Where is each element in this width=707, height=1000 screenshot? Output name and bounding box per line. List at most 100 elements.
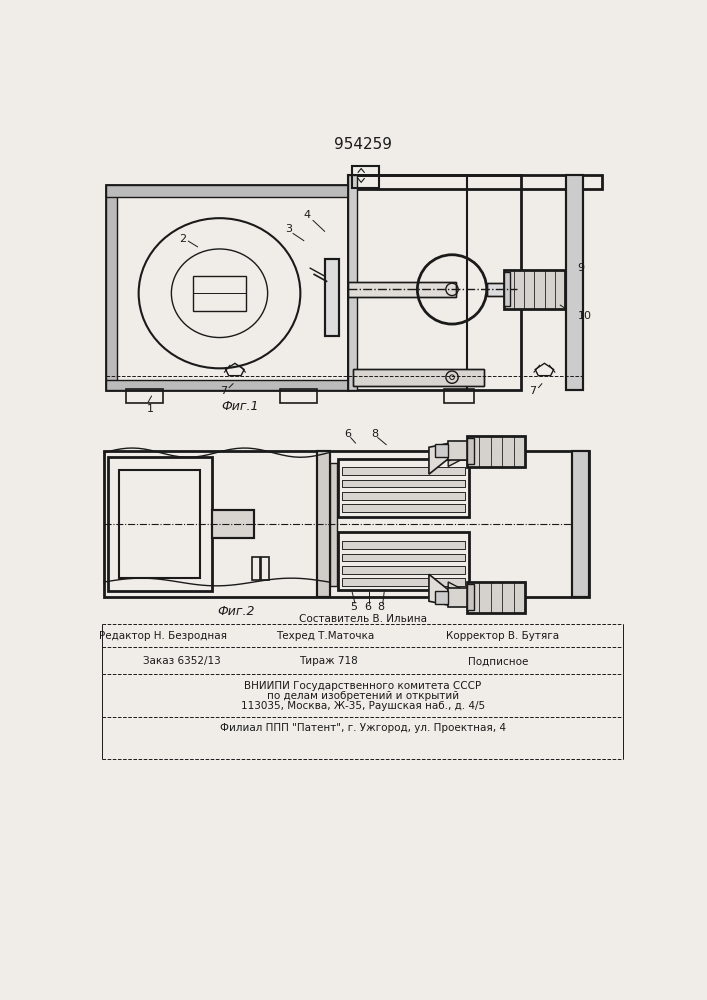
Polygon shape: [429, 574, 448, 605]
Bar: [342, 578, 465, 586]
Text: по делам изобретений и открытий: по делам изобретений и открытий: [267, 691, 459, 701]
Text: 113035, Москва, Ж-35, Раушская наб., д. 4/5: 113035, Москва, Ж-35, Раушская наб., д. …: [240, 701, 485, 711]
Bar: [354, 369, 484, 386]
Bar: [555, 270, 565, 309]
Bar: [279, 389, 317, 403]
Text: 6: 6: [364, 602, 371, 612]
Text: Заказ 6352/13: Заказ 6352/13: [143, 656, 221, 666]
Text: Тираж 718: Тираж 718: [300, 656, 358, 666]
Bar: [448, 588, 467, 607]
Bar: [479, 582, 491, 613]
Bar: [566, 175, 583, 389]
Bar: [467, 582, 525, 613]
Text: Составитель В. Ильина: Составитель В. Ильина: [299, 614, 427, 624]
Bar: [338, 459, 469, 517]
Polygon shape: [448, 582, 467, 597]
Bar: [486, 283, 503, 296]
Bar: [544, 270, 555, 309]
Bar: [317, 451, 329, 597]
Bar: [342, 492, 465, 500]
Text: Подписное: Подписное: [468, 656, 528, 666]
Bar: [105, 185, 348, 389]
Bar: [524, 270, 534, 309]
Text: Фиг.1: Фиг.1: [221, 400, 259, 413]
Bar: [105, 185, 348, 197]
Bar: [317, 451, 329, 597]
Bar: [342, 504, 465, 512]
Bar: [342, 566, 465, 574]
Bar: [514, 582, 525, 613]
Bar: [261, 557, 269, 580]
Bar: [502, 582, 514, 613]
Bar: [342, 492, 465, 500]
Bar: [467, 436, 525, 466]
Text: 954259: 954259: [334, 137, 392, 152]
Text: 7: 7: [530, 386, 537, 396]
Bar: [479, 436, 491, 466]
Text: Фиг.2: Фиг.2: [218, 605, 255, 618]
Bar: [467, 436, 479, 466]
Bar: [348, 175, 521, 389]
Text: 3: 3: [286, 224, 292, 234]
Polygon shape: [429, 443, 448, 474]
Bar: [348, 282, 456, 297]
Bar: [352, 166, 379, 188]
Bar: [348, 282, 456, 297]
Bar: [342, 467, 465, 475]
Bar: [338, 532, 469, 590]
Bar: [108, 457, 212, 591]
Bar: [105, 380, 348, 389]
Bar: [348, 175, 602, 189]
Bar: [342, 480, 465, 487]
Bar: [325, 259, 339, 336]
Text: 1: 1: [147, 404, 153, 414]
Bar: [252, 557, 259, 580]
Bar: [192, 276, 247, 311]
Bar: [467, 582, 479, 613]
Text: 7: 7: [221, 386, 228, 396]
Bar: [444, 389, 474, 403]
Bar: [491, 582, 502, 613]
Bar: [435, 591, 448, 604]
Text: 2: 2: [179, 234, 186, 244]
Text: Корректор В. Бутяга: Корректор В. Бутяга: [445, 631, 559, 641]
Bar: [119, 470, 200, 578]
Bar: [503, 270, 565, 309]
Bar: [342, 554, 465, 561]
Bar: [514, 270, 524, 309]
Bar: [342, 566, 465, 574]
Bar: [491, 436, 502, 466]
Bar: [105, 185, 117, 389]
Text: 9: 9: [578, 263, 585, 273]
Bar: [342, 541, 465, 549]
Bar: [514, 436, 525, 466]
Polygon shape: [448, 451, 467, 466]
Bar: [325, 259, 339, 336]
Bar: [348, 175, 357, 389]
Bar: [342, 480, 465, 487]
Bar: [534, 270, 544, 309]
Bar: [342, 578, 465, 586]
Bar: [448, 441, 467, 460]
Bar: [212, 510, 254, 538]
Bar: [503, 270, 514, 309]
Bar: [127, 389, 163, 403]
Bar: [467, 584, 474, 610]
Bar: [572, 451, 589, 597]
Text: 10: 10: [578, 311, 592, 321]
Bar: [348, 175, 354, 189]
Text: ВНИИПИ Государственного комитета СССР: ВНИИПИ Государственного комитета СССР: [244, 681, 481, 691]
Bar: [502, 436, 514, 466]
Bar: [435, 444, 448, 457]
Text: 5: 5: [350, 602, 357, 612]
Bar: [330, 463, 337, 586]
Bar: [104, 451, 589, 597]
Text: 8: 8: [371, 429, 379, 439]
Text: Филиал ППП "Патент", г. Ужгород, ул. Проектная, 4: Филиал ППП "Патент", г. Ужгород, ул. Про…: [220, 723, 506, 733]
Text: 6: 6: [344, 429, 351, 439]
Text: 4: 4: [304, 210, 311, 220]
Bar: [467, 438, 474, 464]
Bar: [354, 369, 484, 386]
Bar: [342, 467, 465, 475]
Bar: [503, 272, 510, 306]
